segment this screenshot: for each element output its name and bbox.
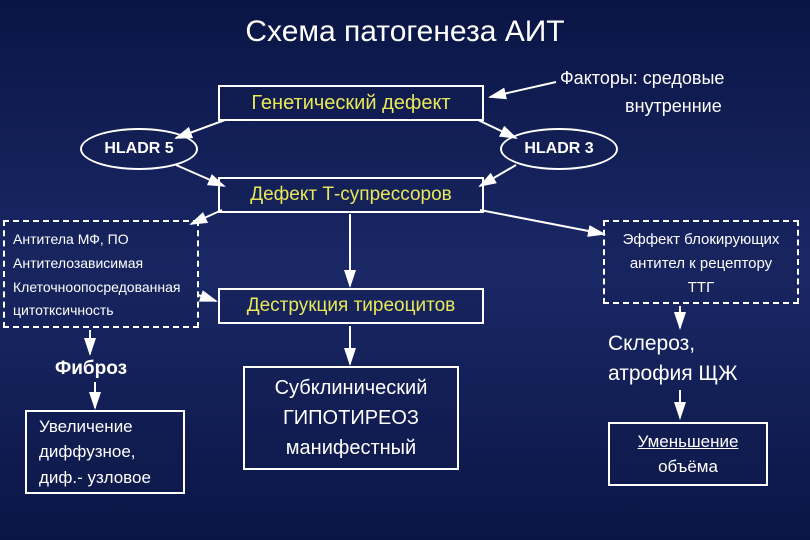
node-destruction: Деструкция тиреоцитов (218, 288, 484, 324)
antibodies-line-0: Антитела МФ, ПО (13, 228, 129, 252)
node-volume-reduction: Уменьшение объёма (608, 422, 768, 486)
node-t-suppressor: Дефект Т-супрессоров (218, 177, 484, 213)
blocking-line-2: ТТГ (688, 276, 714, 300)
hypo-line-1: ГИПОТИРЕОЗ (283, 403, 419, 433)
diagram-title: Схема патогенеза АИТ (0, 15, 810, 49)
enlarge-line-1: диффузное, (39, 439, 136, 465)
factors-label-2: внутренние (625, 96, 722, 117)
enlarge-line-2: диф.- узловое (39, 465, 151, 491)
blocking-line-1: антител к рецептору (630, 252, 772, 276)
node-antibodies: Антитела МФ, ПО Антителозависимая Клеточ… (3, 220, 199, 328)
factors-label-1: Факторы: средовые (560, 68, 724, 89)
antibodies-line-2: Клеточноопосредованная (13, 276, 180, 300)
volred-line-0: Уменьшение (638, 429, 739, 455)
enlarge-line-0: Увеличение (39, 414, 133, 440)
fibrosis-label: Фиброз (55, 358, 127, 380)
hypo-line-2: манифестный (286, 433, 416, 463)
antibodies-line-1: Антителозависимая (13, 252, 143, 276)
blocking-line-0: Эффект блокирующих (623, 228, 780, 252)
node-hypothyroidism: Субклинический ГИПОТИРЕОЗ манифестный (243, 366, 459, 470)
node-genetic-defect: Генетический дефект (218, 85, 484, 121)
antibodies-line-3: цитотксичность (13, 299, 114, 323)
sclerosis-label-2: атрофия ЩЖ (608, 362, 738, 386)
node-hladr5: HLADR 5 (80, 128, 198, 170)
hypo-line-0: Субклинический (275, 373, 428, 403)
node-blocking: Эффект блокирующих антител к рецептору Т… (603, 220, 799, 304)
node-enlargement: Увеличение диффузное, диф.- узловое (25, 410, 185, 494)
node-hladr3: HLADR 3 (500, 128, 618, 170)
sclerosis-label-1: Склероз, (608, 332, 695, 356)
volred-line-1: объёма (658, 454, 718, 480)
